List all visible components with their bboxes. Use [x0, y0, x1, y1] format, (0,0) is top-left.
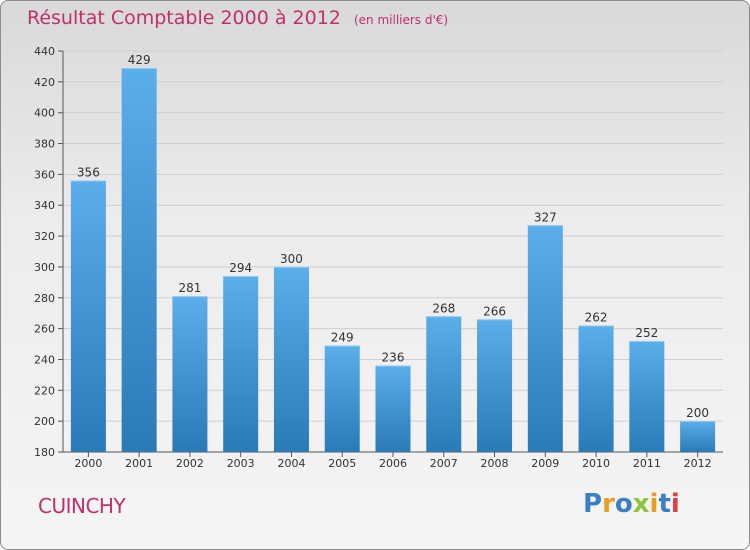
logo-letter: P — [583, 489, 603, 519]
x-tick-label: 2012 — [684, 457, 712, 470]
data-label: 236 — [382, 351, 405, 365]
data-label: 327 — [534, 210, 557, 224]
logo-letter: t — [658, 489, 671, 519]
y-tick-label: 220 — [34, 384, 55, 397]
bar-2006 — [375, 365, 411, 452]
y-tick-label: 380 — [34, 138, 55, 151]
x-tick-label: 2011 — [633, 457, 661, 470]
y-tick-label: 300 — [34, 261, 55, 274]
data-label: 294 — [229, 261, 252, 275]
bar-2003 — [223, 276, 259, 452]
data-label: 300 — [280, 252, 303, 266]
proxiti-logo[interactable]: Proxiti — [583, 489, 680, 519]
data-label: 200 — [686, 406, 709, 420]
x-tick-label: 2007 — [430, 457, 458, 470]
y-tick-label: 280 — [34, 292, 55, 305]
y-tick-label: 180 — [34, 446, 55, 459]
title-row: Résultat Comptable 2000 à 2012 (en milli… — [27, 7, 448, 29]
y-tick-label: 340 — [34, 199, 55, 212]
logo-letter: x — [632, 489, 650, 519]
chart-subtitle: (en milliers d'€) — [353, 13, 449, 27]
bar-2004 — [273, 266, 309, 452]
chart-title: Résultat Comptable 2000 à 2012 — [27, 7, 341, 29]
bar-2011 — [629, 340, 665, 452]
data-label: 281 — [178, 281, 201, 295]
x-tick-label: 2009 — [531, 457, 559, 470]
x-tick-label: 2001 — [125, 457, 153, 470]
data-label: 268 — [432, 301, 455, 315]
x-tick-label: 2005 — [328, 457, 356, 470]
y-tick-label: 420 — [34, 76, 55, 89]
y-tick-label: 320 — [34, 230, 55, 243]
bar-2002 — [172, 296, 208, 452]
logo-letter: i — [649, 489, 659, 519]
data-label: 266 — [483, 304, 506, 318]
x-tick-label: 2006 — [379, 457, 407, 470]
logo-letter: r — [602, 489, 615, 519]
data-label: 356 — [77, 166, 100, 180]
data-label: 249 — [331, 331, 354, 345]
bar-2010 — [578, 325, 614, 452]
city-name: CUINCHY — [38, 494, 126, 518]
x-tick-label: 2002 — [176, 457, 204, 470]
bar-2008 — [477, 319, 513, 452]
y-tick-label: 440 — [34, 45, 55, 58]
bar-2007 — [426, 316, 462, 452]
x-tick-label: 2000 — [74, 457, 102, 470]
logo-letter: o — [614, 489, 633, 519]
y-tick-label: 400 — [34, 107, 55, 120]
bar-2000 — [70, 180, 106, 453]
y-tick-label: 200 — [34, 415, 55, 428]
data-label: 429 — [128, 53, 151, 67]
x-tick-label: 2004 — [277, 457, 305, 470]
y-tick-label: 360 — [34, 168, 55, 181]
logo-letter: i — [670, 489, 680, 519]
data-label: 252 — [635, 326, 658, 340]
x-tick-label: 2003 — [227, 457, 255, 470]
bar-2009 — [527, 225, 563, 452]
y-tick-label: 240 — [34, 353, 55, 366]
bar-2012 — [680, 421, 716, 452]
bar-2001 — [121, 67, 157, 452]
y-tick-label: 260 — [34, 323, 55, 336]
bar-2005 — [324, 345, 360, 452]
x-tick-label: 2008 — [481, 457, 509, 470]
data-label: 262 — [585, 311, 608, 325]
x-tick-label: 2010 — [582, 457, 610, 470]
